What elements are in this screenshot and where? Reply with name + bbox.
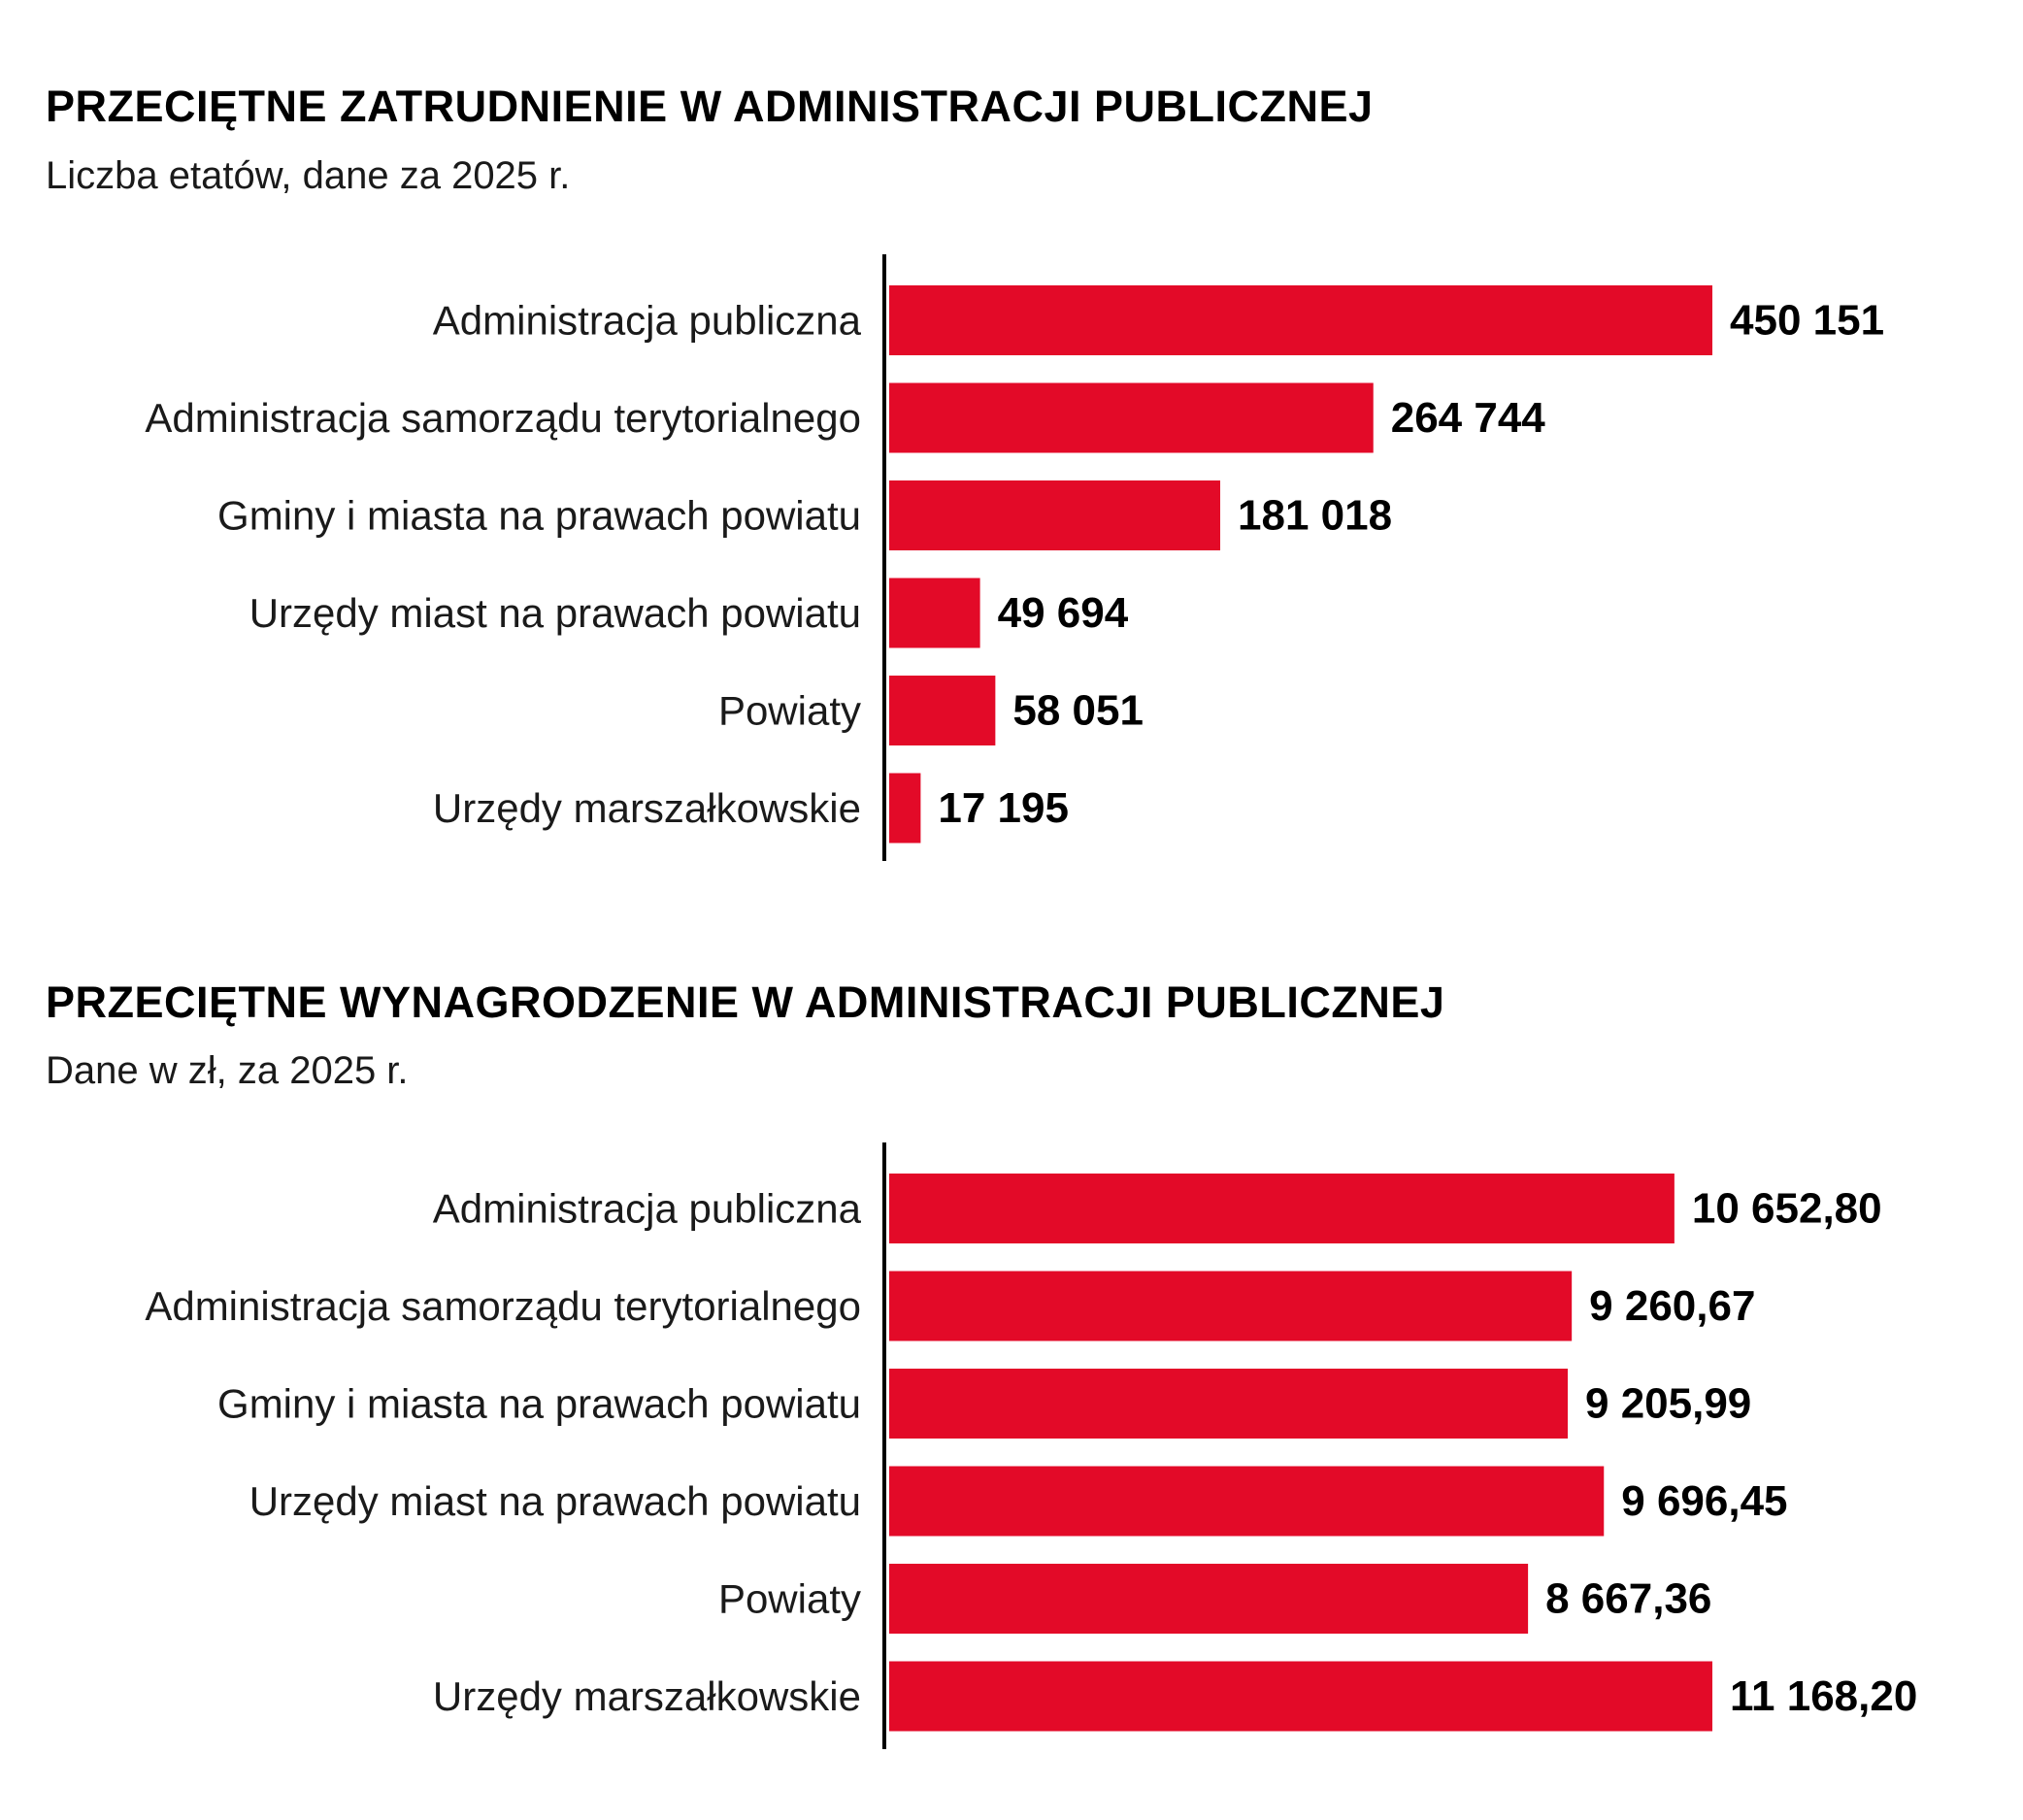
- category-label: Gminy i miasta na prawach powiatu: [217, 1381, 861, 1427]
- value-label: 9 260,67: [1589, 1282, 1755, 1330]
- category-label: Administracja publiczna: [433, 1186, 862, 1232]
- bar: [889, 1661, 1712, 1732]
- value-label: 264 744: [1391, 394, 1546, 442]
- category-label: Gminy i miasta na prawach powiatu: [217, 493, 861, 539]
- bar: [889, 285, 1712, 355]
- value-label: 58 051: [1012, 687, 1144, 735]
- chart-1-subtitle: Liczba etatów, dane za 2025 r.: [46, 154, 571, 197]
- bar: [889, 1271, 1573, 1341]
- category-label: Administracja samorządu terytorialnego: [145, 395, 861, 441]
- value-label: 9 205,99: [1585, 1380, 1751, 1428]
- value-label: 9 696,45: [1621, 1477, 1787, 1525]
- bar: [889, 382, 1374, 453]
- bar: [889, 578, 980, 648]
- value-label: 10 652,80: [1692, 1185, 1882, 1233]
- chart-2-title: PRZECIĘTNE WYNAGRODZENIE W ADMINISTRACJI…: [46, 977, 1445, 1027]
- bar: [889, 1564, 1529, 1634]
- value-label: 11 168,20: [1730, 1672, 1917, 1720]
- value-label: 49 694: [998, 589, 1129, 637]
- category-label: Administracja publiczna: [433, 298, 862, 344]
- bar: [889, 1174, 1675, 1243]
- employment-bar-chart: Administracja publiczna 450 151 Administra…: [145, 254, 1884, 861]
- category-label: Urzędy miast na prawach powiatu: [249, 1478, 861, 1524]
- bar: [889, 1466, 1605, 1537]
- bar: [889, 773, 921, 844]
- bar: [889, 1369, 1569, 1439]
- value-label: 8 667,36: [1545, 1575, 1711, 1623]
- bar: [889, 480, 1221, 550]
- value-label: 450 151: [1730, 297, 1884, 345]
- category-label: Urzędy marszałkowskie: [433, 1673, 861, 1719]
- category-label: Powiaty: [718, 688, 861, 734]
- bar: [889, 676, 996, 745]
- category-label: Urzędy marszałkowskie: [433, 785, 861, 831]
- chart-2-subtitle: Dane w zł, za 2025 r.: [46, 1049, 409, 1092]
- salary-bar-chart: Administracja publiczna 10 652,80 Administ…: [145, 1142, 1917, 1749]
- value-label: 181 018: [1238, 492, 1392, 540]
- chart-1-title: PRZECIĘTNE ZATRUDNIENIE W ADMINISTRACJI …: [46, 82, 1374, 131]
- category-label: Powiaty: [718, 1576, 861, 1622]
- category-label: Urzędy miast na prawach powiatu: [249, 590, 861, 636]
- value-label: 17 195: [938, 784, 1069, 832]
- category-label: Administracja samorządu terytorialnego: [145, 1283, 861, 1329]
